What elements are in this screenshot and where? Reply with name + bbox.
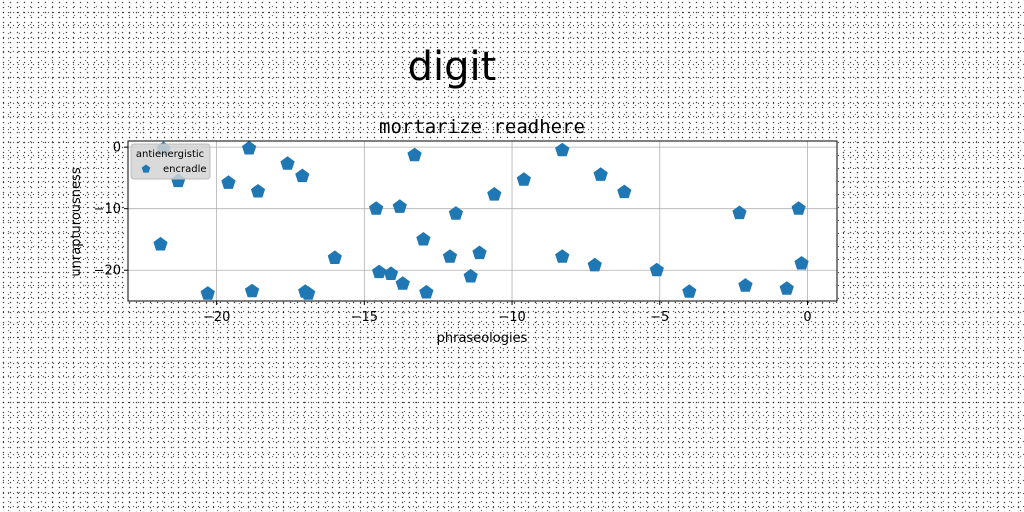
data-point xyxy=(419,284,434,299)
data-point xyxy=(448,206,463,220)
data-point xyxy=(587,257,602,272)
data-point xyxy=(295,168,310,183)
y-axis: 0 −10 −20 xyxy=(94,141,128,279)
legend-marker-slot xyxy=(141,164,151,173)
y-tick-label: −20 xyxy=(94,264,121,279)
data-point xyxy=(383,266,399,280)
y-axis-label: unrapturousness xyxy=(69,167,84,276)
data-point xyxy=(392,199,407,213)
data-point xyxy=(407,147,422,162)
plot-area xyxy=(127,140,838,302)
x-tick-label: −10 xyxy=(498,310,525,325)
plot-background xyxy=(128,141,837,301)
x-tick-label: −20 xyxy=(203,310,230,325)
data-point xyxy=(555,142,570,157)
data-point xyxy=(738,278,753,292)
data-point xyxy=(682,284,697,298)
y-tick-label: −10 xyxy=(94,202,121,217)
data-point xyxy=(794,256,809,270)
legend-marker xyxy=(141,164,151,173)
y-tick-label: 0 xyxy=(113,141,121,156)
legend-entry-label: encradle xyxy=(163,164,207,175)
data-point xyxy=(442,249,458,263)
data-point xyxy=(555,249,570,263)
data-point xyxy=(463,268,478,283)
legend-title: antienergistic xyxy=(136,149,204,160)
data-point xyxy=(221,175,236,189)
data-point xyxy=(327,250,342,264)
data-point xyxy=(200,286,215,300)
x-tick-label: −5 xyxy=(650,310,669,325)
data-points xyxy=(153,140,809,300)
data-point xyxy=(416,232,431,246)
x-tick-label: 0 xyxy=(803,310,811,325)
x-tick-label: −15 xyxy=(351,310,378,325)
data-point xyxy=(250,184,266,198)
figure-suptitle: digit xyxy=(408,44,497,90)
plot-frame xyxy=(127,140,838,302)
data-point xyxy=(369,201,384,215)
data-point xyxy=(791,201,806,215)
data-point xyxy=(372,264,387,279)
chart-title: mortarize readhere xyxy=(379,116,585,138)
data-point xyxy=(732,205,747,220)
data-point xyxy=(649,262,664,277)
data-point xyxy=(487,187,502,201)
data-point xyxy=(472,245,487,260)
data-point xyxy=(280,156,295,170)
data-point xyxy=(779,281,794,295)
data-point xyxy=(301,286,316,300)
legend-box xyxy=(130,143,211,180)
data-point xyxy=(516,172,531,186)
data-point xyxy=(242,140,257,155)
x-axis: −20 −15 −10 −5 0 xyxy=(203,301,812,325)
legend: antienergistic encradle xyxy=(130,143,211,180)
data-point xyxy=(153,236,168,251)
data-point xyxy=(593,167,608,181)
x-axis-label: phraseologies xyxy=(437,331,528,346)
data-point xyxy=(395,276,410,290)
data-point xyxy=(617,184,632,199)
data-point xyxy=(244,283,260,298)
